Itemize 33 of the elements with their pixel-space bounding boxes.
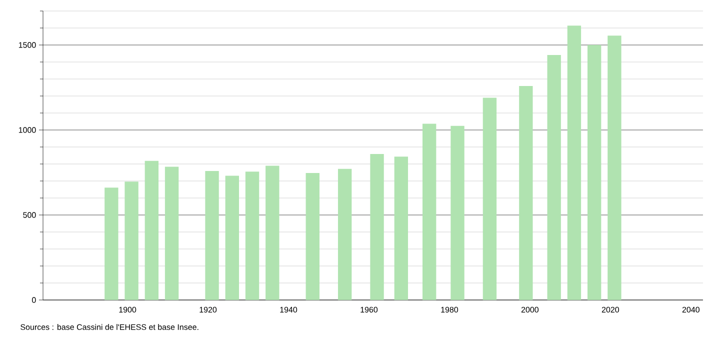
source-note: Sources : base Cassini de l'EHESS et base Insee. bbox=[20, 324, 198, 330]
y-tick-label: 500 bbox=[23, 212, 36, 218]
bar bbox=[144, 160, 159, 300]
bar bbox=[608, 36, 622, 300]
bar bbox=[266, 166, 280, 300]
bar bbox=[164, 166, 179, 300]
x-tick-label: 1960 bbox=[360, 306, 378, 313]
bar bbox=[519, 86, 533, 300]
x-tick-label: 2040 bbox=[682, 306, 700, 313]
bar bbox=[338, 168, 352, 300]
bar bbox=[225, 176, 239, 300]
x-tick-label: 1920 bbox=[200, 306, 217, 313]
bar bbox=[450, 126, 464, 300]
y-tick-label: 1500 bbox=[18, 42, 36, 48]
bar bbox=[394, 156, 408, 300]
x-tick-label: 2020 bbox=[602, 306, 620, 313]
bar bbox=[205, 170, 219, 300]
x-tick-label: 1900 bbox=[119, 306, 136, 313]
bar bbox=[245, 172, 260, 300]
bar bbox=[370, 154, 384, 300]
bar bbox=[306, 173, 320, 300]
x-tick-label: 1940 bbox=[280, 306, 298, 313]
y-tick-label: 1000 bbox=[18, 127, 36, 133]
bar bbox=[482, 98, 497, 300]
x-tick-label: 2000 bbox=[521, 306, 539, 313]
bar bbox=[124, 182, 138, 300]
bar bbox=[567, 26, 582, 300]
bar bbox=[547, 55, 561, 300]
bar bbox=[104, 188, 118, 300]
y-tick-label: 0 bbox=[32, 297, 36, 303]
x-tick-label: 1980 bbox=[441, 306, 458, 313]
bar bbox=[587, 44, 602, 300]
bar bbox=[422, 124, 436, 300]
